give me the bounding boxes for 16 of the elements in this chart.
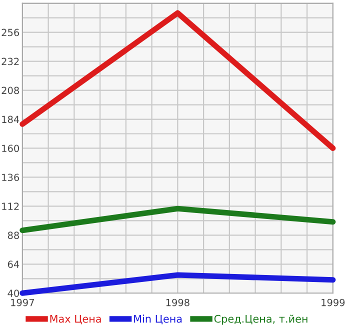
y-tick-label: 160 (2, 144, 19, 152)
x-tick-label: 1998 (166, 298, 190, 306)
y-tick-label: 232 (2, 58, 19, 66)
y-tick-label: 256 (2, 28, 20, 36)
y-tick-label: 64 (8, 260, 20, 268)
y-tick-label: 136 (2, 174, 20, 182)
legend-label: Max Цена (50, 315, 101, 324)
legend-label: Сред.Цена, т.йен (214, 314, 308, 325)
y-tick-label: 88 (8, 232, 19, 239)
legend-label: Min Цена (134, 314, 182, 324)
x-tick-label: 1999 (322, 298, 345, 306)
y-tick-label: 208 (2, 86, 19, 94)
y-tick-label: 112 (2, 202, 19, 210)
y-tick-label: 184 (2, 116, 20, 124)
y-tick-label: 40 (8, 290, 19, 297)
x-tick-label: 1997 (11, 298, 34, 306)
